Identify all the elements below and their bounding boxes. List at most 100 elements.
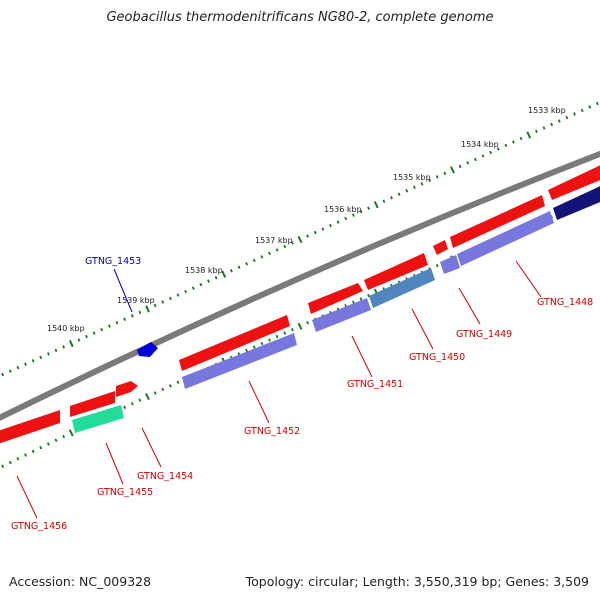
inner-scale-tick bbox=[297, 322, 303, 330]
leader-1452 bbox=[248, 380, 270, 424]
outer-scale-tick bbox=[130, 314, 134, 318]
scale-label-1539: 1539 kbp bbox=[117, 296, 155, 305]
outer-scale-tick bbox=[62, 345, 66, 349]
cds-forward-1452[interactable] bbox=[179, 315, 290, 371]
inner-scale-tick bbox=[123, 405, 127, 410]
outer-scale-tick bbox=[168, 296, 172, 301]
outer-scale-tick bbox=[31, 359, 35, 363]
gene-label-1455[interactable]: GTNG_1455 bbox=[97, 487, 153, 498]
cds-reverse-1448[interactable] bbox=[457, 211, 554, 266]
inner-scale-tick bbox=[54, 438, 58, 443]
inner-scale-tick bbox=[145, 392, 150, 401]
cds-reverse-1452[interactable] bbox=[182, 333, 297, 389]
outer-scale-tick bbox=[450, 166, 455, 174]
scale-label-1538: 1538 kbp bbox=[185, 266, 223, 275]
gene-label-1449[interactable]: GTNG_1449 bbox=[456, 329, 512, 340]
outer-scale-tick bbox=[595, 101, 599, 106]
outer-scale-tick bbox=[373, 201, 379, 209]
outer-scale-tick bbox=[85, 334, 88, 339]
outer-scale-tick bbox=[550, 122, 554, 127]
outer-scale-tick bbox=[534, 129, 538, 134]
scale-label-1533: 1533 kbp bbox=[528, 106, 566, 115]
leader-1450 bbox=[411, 308, 434, 350]
inner-scale-tick bbox=[260, 341, 264, 346]
outer-scale-tick bbox=[526, 131, 532, 139]
forward-strand-features bbox=[0, 163, 600, 445]
inner-scale-tick bbox=[306, 321, 310, 325]
outer-scale-tick bbox=[275, 248, 279, 252]
cds-forward-next[interactable] bbox=[548, 163, 600, 200]
cds-forward-1456[interactable] bbox=[0, 410, 60, 445]
inner-scale-tick bbox=[31, 449, 35, 454]
cds-1453-marker[interactable] bbox=[137, 342, 158, 357]
outer-scale-tick bbox=[489, 150, 493, 155]
outer-scale-tick bbox=[123, 317, 127, 321]
inner-scale-tick bbox=[130, 402, 134, 406]
gene-label-1456[interactable]: GTNG_1456 bbox=[11, 521, 67, 532]
gene-label-1448[interactable]: GTNG_1448 bbox=[537, 297, 593, 308]
cds-forward-1450[interactable] bbox=[364, 253, 428, 290]
outer-scale-tick bbox=[39, 355, 43, 360]
inner-scale-tick bbox=[268, 338, 271, 342]
cds-forward-1449[interactable] bbox=[433, 240, 448, 255]
cds-forward-1455[interactable] bbox=[70, 391, 115, 417]
outer-scale-tick bbox=[161, 300, 165, 304]
cds-reverse-next[interactable] bbox=[553, 184, 600, 220]
outer-scale-tick bbox=[54, 348, 58, 353]
outer-scale-tick bbox=[229, 269, 233, 273]
inner-scale-tick bbox=[176, 380, 180, 384]
genome-summary-text: Topology: circular; Length: 3,550,319 bp… bbox=[245, 574, 589, 589]
gene-label-1454[interactable]: GTNG_1454 bbox=[137, 471, 193, 482]
leader-1451 bbox=[351, 335, 373, 378]
cds-forward-1454[interactable] bbox=[116, 381, 138, 397]
leader-1448 bbox=[515, 260, 542, 298]
outer-scale-tick bbox=[297, 235, 303, 244]
outer-scale-tick bbox=[100, 327, 104, 332]
outer-scale-ticks bbox=[1, 101, 599, 377]
genome-backbone bbox=[0, 150, 600, 421]
gene-labels: GTNG_1448 GTNG_1449 GTNG_1450 GTNG_1451 … bbox=[11, 256, 593, 532]
inner-scale-tick bbox=[168, 384, 172, 388]
outer-scale-tick bbox=[588, 105, 592, 109]
outer-scale-tick bbox=[397, 192, 401, 196]
cds-forward-1448[interactable] bbox=[450, 195, 545, 248]
inner-scale-tick bbox=[68, 429, 74, 437]
outer-scale-tick bbox=[115, 321, 119, 325]
gene-label-1452[interactable]: GTNG_1452 bbox=[244, 426, 300, 437]
inner-scale-tick bbox=[8, 460, 12, 465]
inner-scale-tick bbox=[39, 445, 43, 450]
outer-scale-tick bbox=[565, 115, 569, 120]
cds-reverse-1451[interactable] bbox=[312, 298, 371, 332]
leader-1453 bbox=[113, 268, 133, 313]
outer-scale-tick bbox=[542, 126, 546, 130]
outer-scale-tick bbox=[1, 372, 5, 377]
outer-scale-tick bbox=[481, 154, 485, 158]
cds-reverse-1450[interactable] bbox=[369, 268, 435, 308]
gene-label-1453[interactable]: GTNG_1453 bbox=[85, 256, 141, 267]
outer-scale-tick bbox=[420, 182, 424, 186]
outer-scale-tick bbox=[344, 216, 348, 221]
inner-scale-tick bbox=[275, 334, 279, 339]
gene-label-1450[interactable]: GTNG_1450 bbox=[409, 352, 465, 363]
map-title: Geobacillus thermodenitrificans NG80-2, … bbox=[106, 10, 494, 25]
outer-scale-tick bbox=[443, 171, 447, 176]
scale-label-1540: 1540 kbp bbox=[47, 324, 85, 333]
leader-1455 bbox=[105, 442, 124, 485]
outer-scale-tick bbox=[214, 275, 218, 280]
inner-scale-tick bbox=[245, 348, 249, 353]
outer-scale-tick bbox=[68, 339, 74, 348]
outer-scale-tick bbox=[237, 265, 241, 269]
outer-scale-tick bbox=[557, 119, 561, 123]
outer-scale-tick bbox=[176, 293, 180, 297]
accession-text: Accession: NC_009328 bbox=[9, 574, 152, 589]
cds-forward-1451[interactable] bbox=[308, 283, 363, 314]
outer-scale-tick bbox=[107, 324, 111, 328]
gene-label-1451[interactable]: GTNG_1451 bbox=[347, 379, 403, 390]
leader-1449 bbox=[458, 287, 481, 325]
outer-scale-tick bbox=[184, 289, 188, 294]
cds-reverse-1455[interactable] bbox=[72, 405, 124, 433]
leader-1454 bbox=[141, 427, 162, 468]
cds-reverse-1449[interactable] bbox=[440, 255, 460, 274]
outer-scale-tick bbox=[412, 185, 416, 190]
